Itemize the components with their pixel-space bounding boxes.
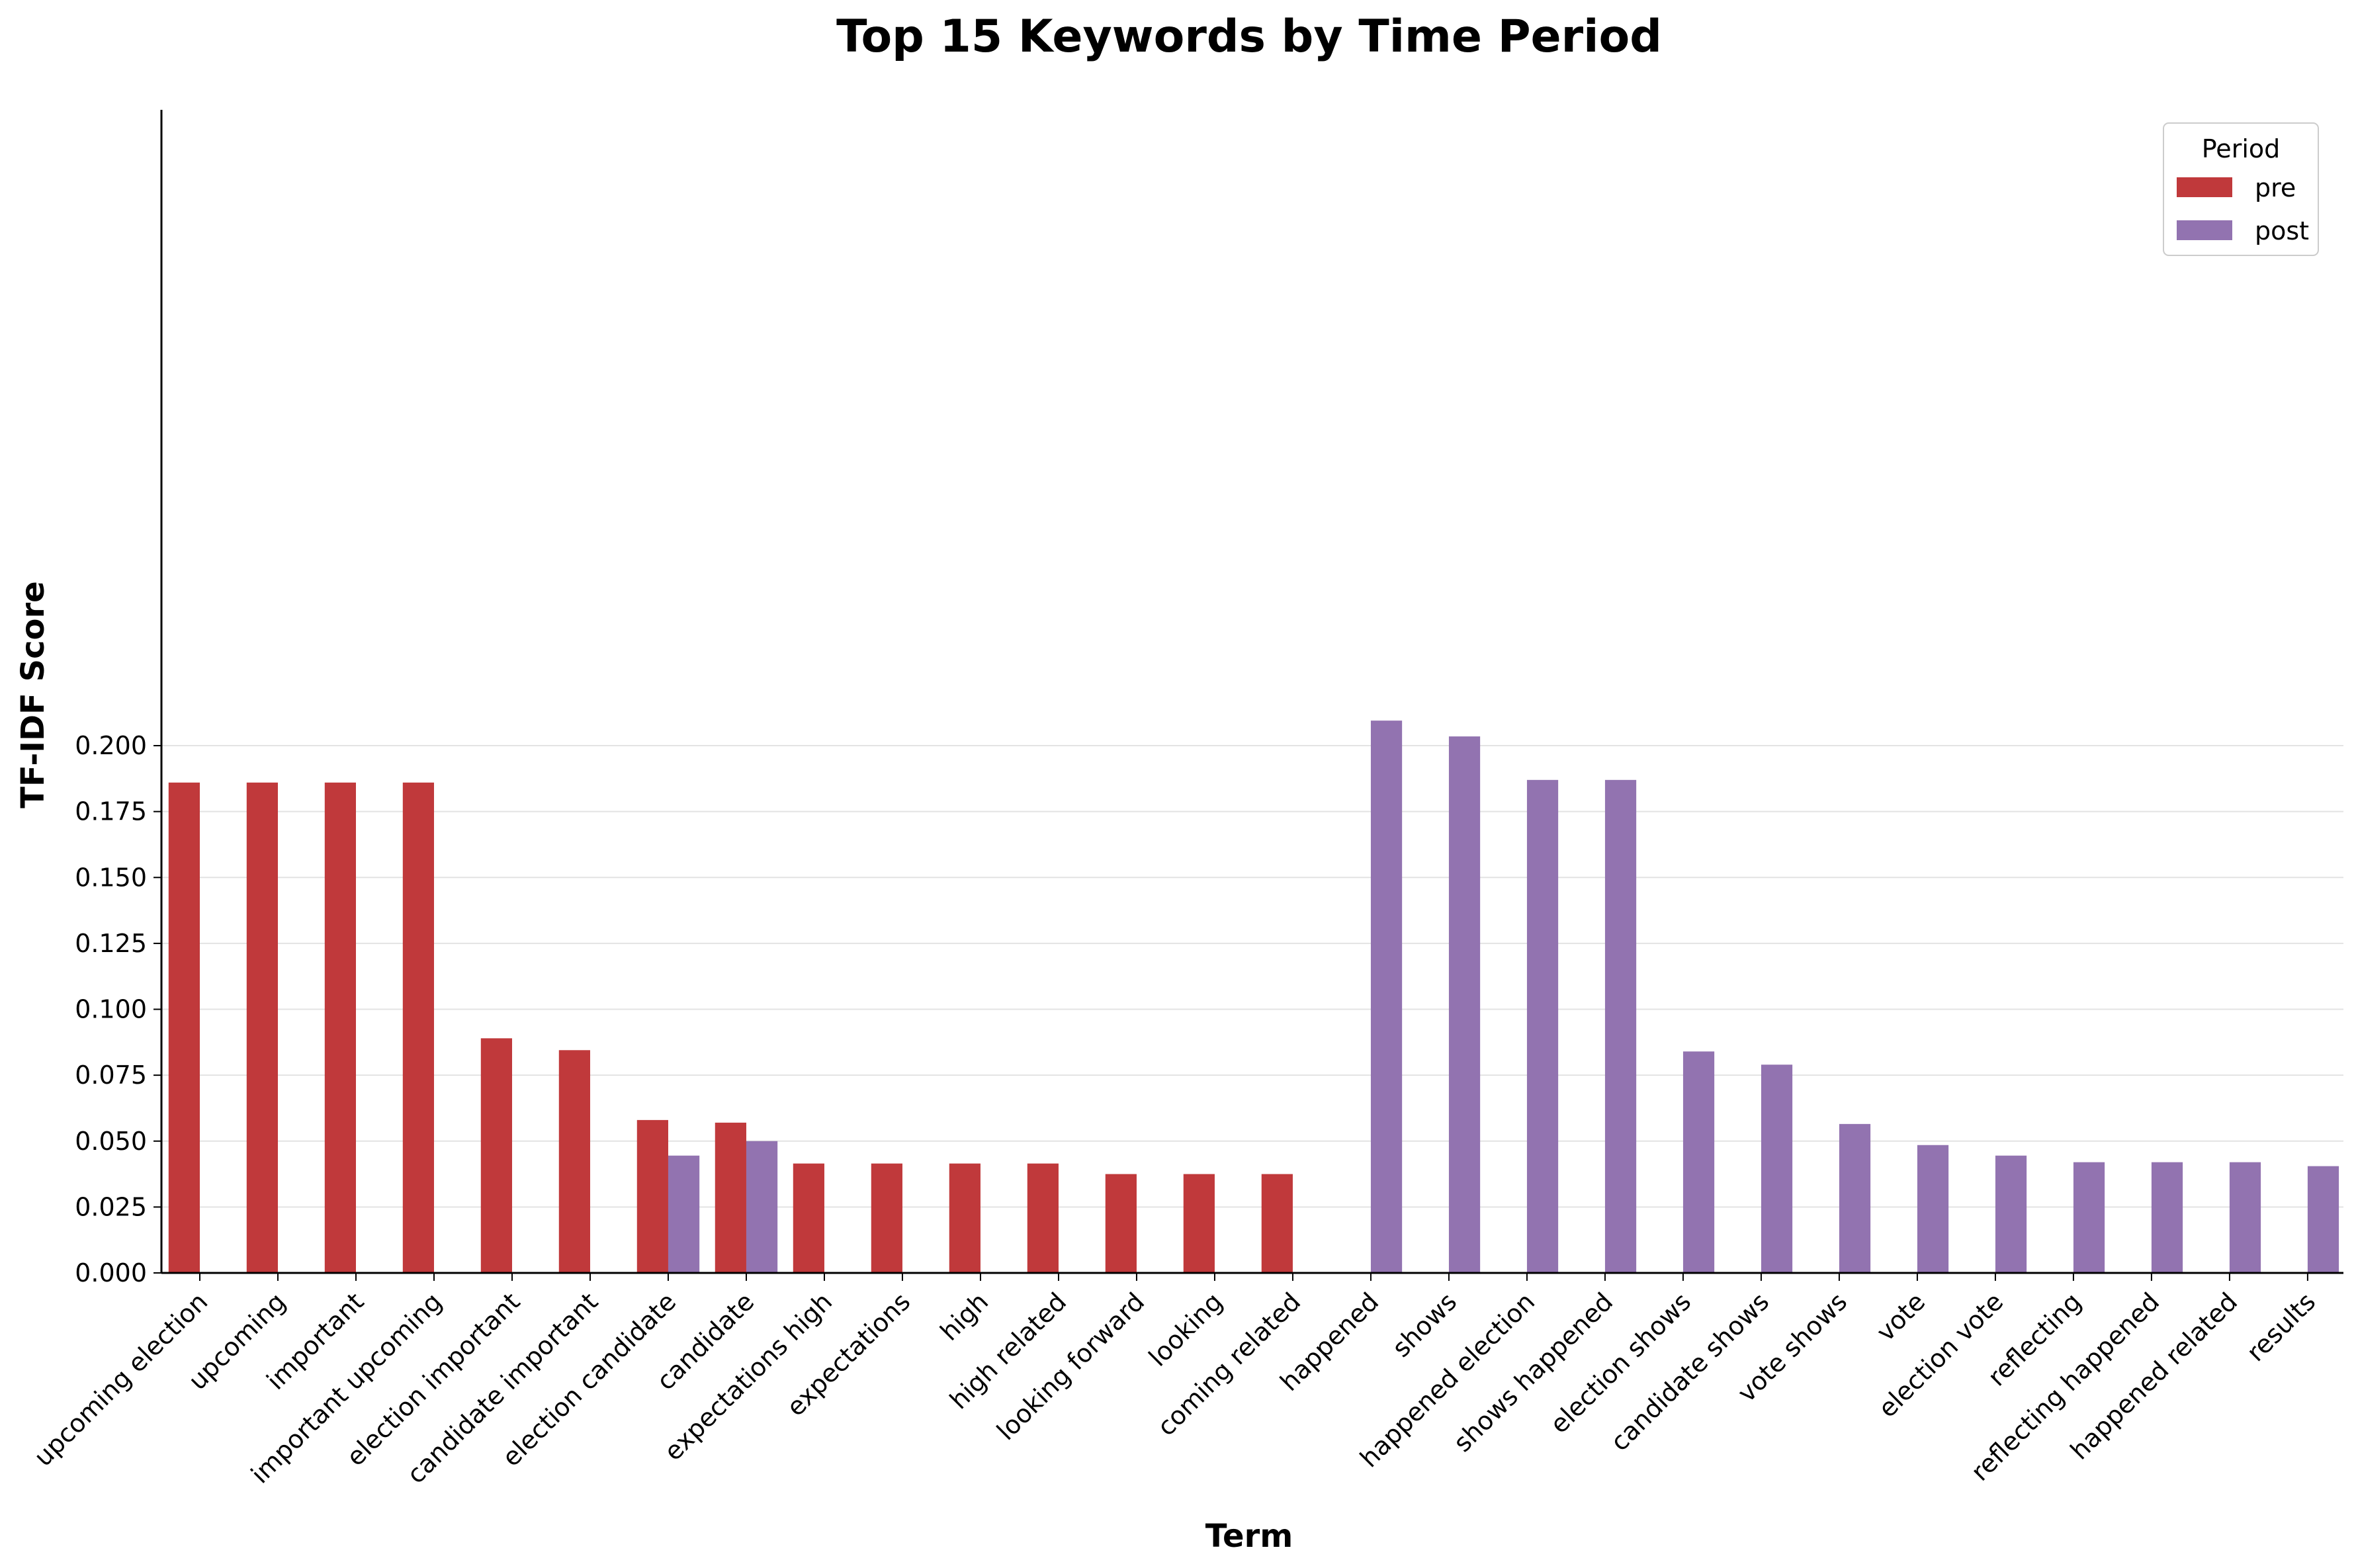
bar-pre-6 bbox=[636, 1119, 668, 1273]
x-tick-label: results bbox=[2241, 1287, 2321, 1367]
bar-post-23 bbox=[1995, 1155, 2027, 1273]
bar-post-21 bbox=[1839, 1123, 1871, 1273]
axes bbox=[160, 110, 2343, 1274]
bar-post-27 bbox=[2307, 1166, 2339, 1273]
y-tick-label: 0.100 bbox=[75, 995, 147, 1024]
bar-pre-1 bbox=[246, 782, 278, 1273]
x-tick-label: shows bbox=[1387, 1287, 1463, 1363]
grid-lines bbox=[161, 745, 2343, 1208]
bar-pre-12 bbox=[1105, 1174, 1137, 1273]
bar-post-19 bbox=[1682, 1051, 1715, 1273]
x-tick-label: vote bbox=[1871, 1287, 1931, 1347]
bar-post-26 bbox=[2229, 1162, 2261, 1273]
bar-pre-10 bbox=[949, 1163, 981, 1273]
x-tick-label: election shows bbox=[1544, 1287, 1696, 1439]
legend-label-post: post bbox=[2255, 216, 2309, 245]
y-tick-label: 0.175 bbox=[75, 797, 147, 826]
legend-title: Period bbox=[2202, 134, 2281, 163]
legend-label-pre: pre bbox=[2255, 173, 2296, 202]
legend: Period pre post bbox=[2163, 122, 2319, 256]
y-tick-label: 0.150 bbox=[75, 863, 147, 892]
bar-post-7 bbox=[746, 1141, 778, 1273]
bar-post-17 bbox=[1526, 779, 1559, 1273]
bar-pre-0 bbox=[168, 782, 200, 1273]
y-tick-label: 0.025 bbox=[75, 1192, 147, 1221]
bar-pre-2 bbox=[324, 782, 356, 1273]
bar-post-16 bbox=[1448, 736, 1481, 1273]
bar-pre-9 bbox=[871, 1163, 902, 1273]
bar-post-15 bbox=[1370, 720, 1403, 1273]
bar-post-24 bbox=[2073, 1162, 2105, 1273]
bar-pre-11 bbox=[1027, 1163, 1059, 1273]
y-axis-title: TF-IDF Score bbox=[15, 581, 52, 808]
bars bbox=[168, 720, 2339, 1273]
bar-pre-3 bbox=[402, 782, 434, 1273]
x-ticks: upcoming electionupcomingimportantimport… bbox=[28, 1273, 2321, 1489]
bar-post-6 bbox=[668, 1155, 700, 1273]
bar-post-22 bbox=[1917, 1145, 1949, 1273]
y-tick-label: 0.075 bbox=[75, 1061, 147, 1090]
bar-pre-8 bbox=[793, 1163, 824, 1273]
y-tick-label: 0.000 bbox=[75, 1258, 147, 1287]
chart-title: Top 15 Keywords by Time Period bbox=[836, 11, 1662, 63]
bar-post-18 bbox=[1604, 779, 1637, 1273]
bar-pre-7 bbox=[715, 1122, 746, 1273]
y-tick-label: 0.200 bbox=[75, 731, 147, 760]
x-tick-label: high bbox=[935, 1287, 994, 1346]
y-tick-label: 0.050 bbox=[75, 1127, 147, 1156]
bar-post-25 bbox=[2151, 1162, 2183, 1273]
bar-pre-4 bbox=[480, 1038, 512, 1273]
legend-swatch-post bbox=[2177, 220, 2232, 240]
y-tick-label: 0.125 bbox=[75, 929, 147, 958]
x-tick-label: coming related bbox=[1152, 1287, 1307, 1442]
x-tick-label: upcoming election bbox=[28, 1287, 213, 1471]
legend-swatch-pre bbox=[2177, 177, 2232, 197]
bar-pre-13 bbox=[1183, 1174, 1215, 1273]
y-ticks: 0.000 0.025 0.050 0.075 0.100 0.125 0.150 0.175… bbox=[75, 731, 161, 1287]
bar-post-20 bbox=[1761, 1065, 1793, 1273]
bar-pre-5 bbox=[558, 1050, 590, 1273]
x-tick-label: looking forward bbox=[991, 1287, 1150, 1446]
x-axis-title: Term bbox=[1205, 1518, 1293, 1555]
bar-pre-14 bbox=[1261, 1174, 1293, 1273]
